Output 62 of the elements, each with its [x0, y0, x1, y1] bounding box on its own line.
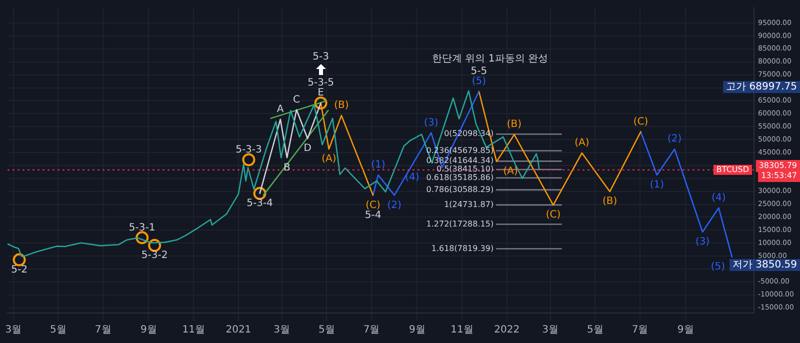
- annotation: (1): [371, 160, 386, 171]
- x-tick-label: 3월: [542, 324, 558, 336]
- annotation: (C): [366, 200, 381, 211]
- annotation: (C): [546, 210, 561, 221]
- x-tick-label: 5월: [318, 324, 335, 336]
- x-tick-label: 7월: [94, 324, 112, 336]
- text: 13:53:47: [761, 171, 797, 180]
- annotation: (5): [472, 76, 486, 87]
- annotation: 5-3: [312, 52, 329, 63]
- annotation: 5-3-3: [236, 144, 262, 156]
- annotation: (C): [633, 116, 648, 128]
- annotation: 5-4: [364, 210, 382, 221]
- annotation: 고가 68997.75: [726, 82, 797, 93]
- annotation: (A): [503, 166, 518, 178]
- annotation: A: [276, 104, 284, 115]
- x-tick-label: 5월: [50, 324, 66, 336]
- text: 38305.79: [758, 161, 797, 170]
- annotation: (A): [322, 154, 336, 165]
- annotation: 5-5: [470, 66, 488, 77]
- x-tick-label: 9월: [140, 324, 157, 336]
- ref-line-label: BTCUSD: [716, 164, 749, 174]
- x-tick-label: 9월: [408, 324, 426, 336]
- annotation: 0.5(38415.10): [436, 164, 494, 174]
- annotation: 5-3-2: [141, 250, 168, 262]
- annotation: 0.786(30588.29): [426, 184, 494, 194]
- annotation: C: [293, 94, 300, 106]
- x-tick-label: 11월: [450, 324, 474, 336]
- x-tick-label: 3월: [274, 324, 290, 336]
- annotation: 5-3-4: [246, 198, 273, 209]
- x-tick-label: 2021: [226, 324, 252, 336]
- x-tick-label: 2022: [494, 324, 520, 336]
- annotation: 5-3-1: [128, 222, 156, 234]
- annotation: (3): [424, 117, 438, 128]
- annotation: (B): [334, 100, 349, 112]
- annotation: 한단계 위의 1파동의 완성: [432, 54, 548, 65]
- annotation: (B): [602, 196, 618, 208]
- annotation: (B): [506, 119, 522, 130]
- annotation: (A): [574, 138, 590, 149]
- annotation: 0.618(35185.86): [426, 172, 494, 182]
- annotation: D: [304, 143, 312, 154]
- annotation: 5-2: [11, 264, 28, 276]
- x-tick-label: 5월: [586, 324, 604, 336]
- annotation: E: [318, 88, 324, 99]
- annotation: 1.272(17288.15): [426, 219, 494, 228]
- annotation: 1.618(7819.39): [431, 244, 494, 253]
- annotation: (1): [650, 180, 664, 191]
- annotation: (5): [710, 261, 726, 272]
- annotation: (3): [695, 236, 710, 248]
- annotation: (2): [667, 134, 682, 145]
- annotation: 저가 3850.59: [732, 260, 797, 271]
- point: [242, 153, 256, 166]
- annotation: 1(24731.87): [444, 200, 494, 210]
- annotation: 5-3-5: [308, 78, 334, 89]
- x-tick-label: 11월: [182, 324, 205, 336]
- x-tick-label: 7월: [632, 324, 648, 336]
- x-tick-label: 9월: [677, 324, 694, 336]
- x-tick-label: 3월: [5, 324, 22, 336]
- annotation: (2): [387, 200, 402, 211]
- annotation: (4): [712, 192, 726, 204]
- point: [314, 96, 328, 110]
- x-tick-label: 7월: [363, 324, 380, 336]
- point: [136, 231, 149, 244]
